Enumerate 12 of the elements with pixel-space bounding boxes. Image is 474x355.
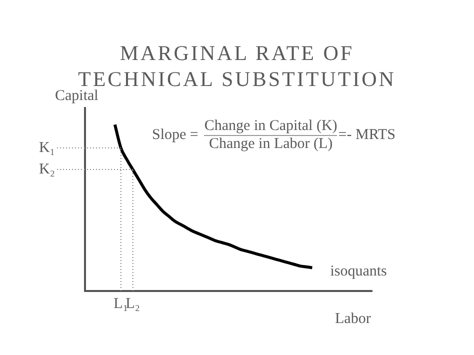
annotation: Change in Capital (K) bbox=[204, 118, 338, 135]
annotation: =- MRTS bbox=[338, 127, 396, 144]
x-tick-label: L₂ bbox=[126, 296, 140, 312]
y-axis-title: Capital bbox=[55, 88, 98, 105]
chart-title: MARGINAL RATE OF TECHNICAL SUBSTITUTION bbox=[78, 40, 397, 91]
ref-line-label: K₂ bbox=[38, 161, 55, 178]
annotation: Change in Labor (L) bbox=[208, 136, 333, 153]
annotation: Slope = bbox=[152, 127, 198, 144]
x-axis-title: Labor bbox=[335, 311, 371, 328]
series-label: isoquants bbox=[330, 264, 388, 280]
x-tick-label: L₁ bbox=[114, 296, 128, 312]
ref-line-label: K₁ bbox=[38, 140, 55, 156]
